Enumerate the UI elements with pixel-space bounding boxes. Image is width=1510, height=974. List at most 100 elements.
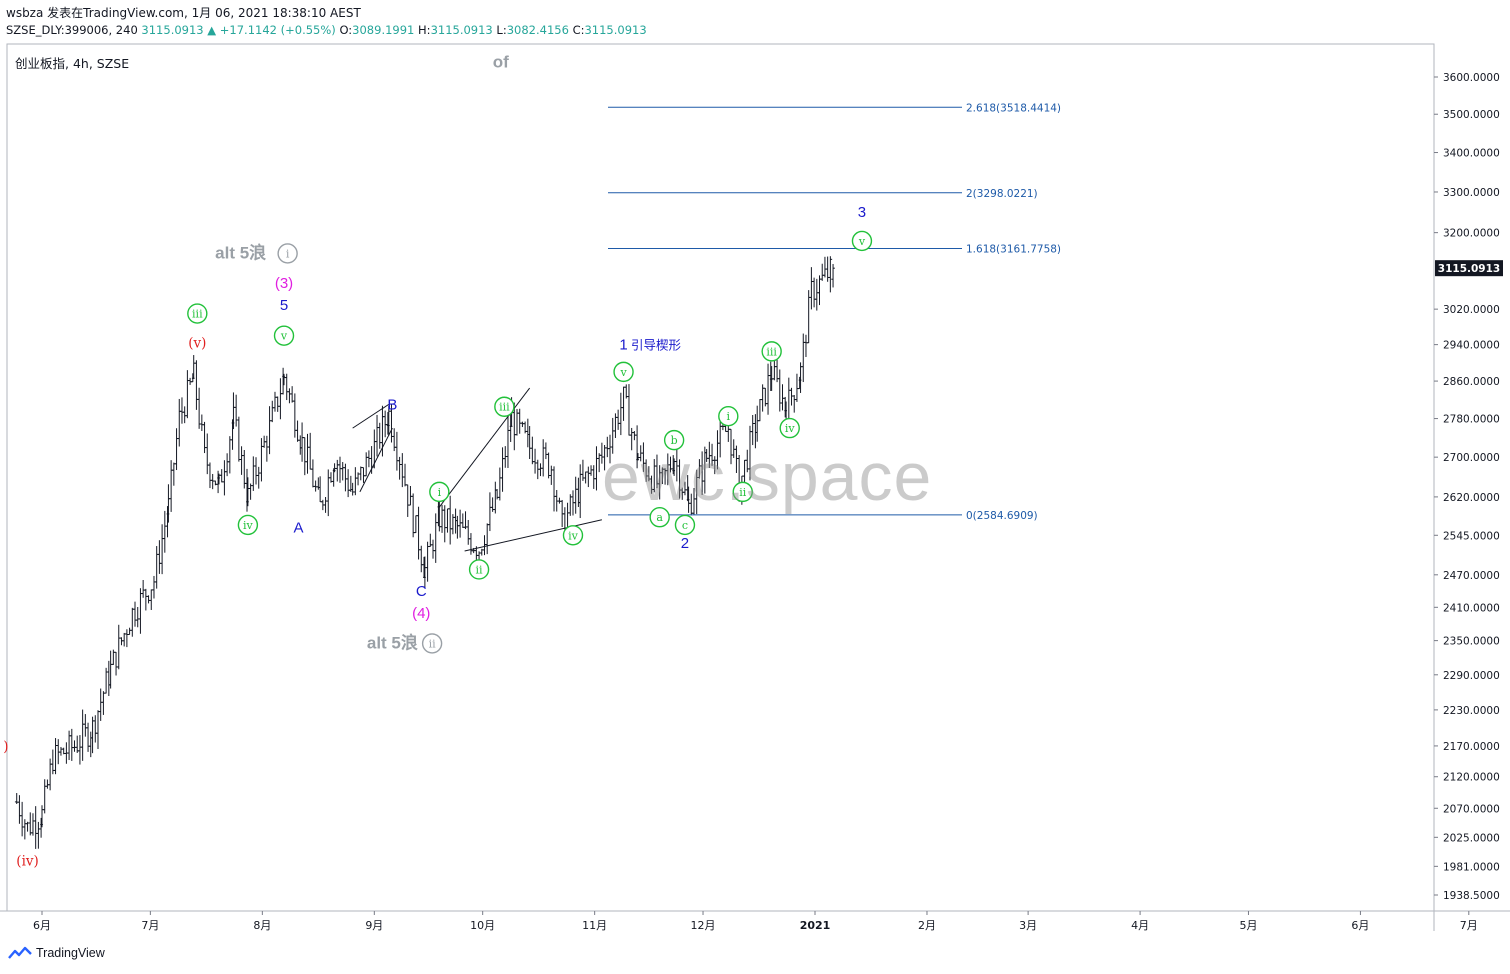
ohlc-bar bbox=[619, 392, 623, 436]
ohlc-bar bbox=[308, 432, 313, 470]
ohlc-bar bbox=[780, 384, 785, 411]
ticker: SZSE_DLY:399006, 240 bbox=[6, 23, 138, 37]
ohlc-bar bbox=[552, 466, 556, 512]
low-label: L: bbox=[496, 23, 507, 37]
ohlc-bar bbox=[127, 627, 132, 636]
ohlc-bar bbox=[298, 435, 303, 455]
wave-label: 3 bbox=[858, 204, 866, 221]
wave-label-circle: iii bbox=[187, 303, 208, 324]
ohlc-bar bbox=[326, 469, 331, 517]
publish-info: wsbza 发表在TradingView.com, 1月 06, 2021 18… bbox=[6, 6, 361, 20]
ohlc-bar bbox=[828, 256, 833, 293]
ohlc-bar bbox=[403, 463, 407, 487]
wave-label: v bbox=[858, 235, 866, 248]
wave-label: iv bbox=[568, 529, 579, 542]
wave-label-circle: v bbox=[273, 325, 295, 346]
last-price-badge: 3115.0913 bbox=[1435, 260, 1503, 277]
ohlc-bar bbox=[433, 513, 438, 563]
ohlc-bar bbox=[343, 463, 348, 492]
ohlc-bar bbox=[239, 446, 244, 475]
wave-label-circle: ii bbox=[468, 559, 490, 580]
ohlc-bar bbox=[305, 433, 310, 474]
wave-label: i bbox=[438, 486, 442, 499]
y-tick-label: 2545.0000 bbox=[1443, 530, 1500, 542]
ohlc-bar bbox=[267, 406, 272, 455]
ohlc-bar bbox=[284, 373, 289, 401]
ohlc-bar bbox=[361, 467, 366, 483]
ohlc-bar bbox=[777, 369, 782, 412]
ohlc-bar bbox=[116, 624, 121, 670]
ohlc-bar bbox=[416, 506, 421, 560]
ohlc-bar bbox=[455, 515, 460, 539]
ohlc-bar bbox=[205, 433, 210, 475]
ohlc-bar bbox=[259, 438, 264, 482]
ohlc-bar bbox=[500, 447, 505, 492]
ohlc-bar bbox=[96, 710, 100, 750]
ohlc-bar bbox=[80, 709, 85, 761]
ohlc-bar bbox=[53, 738, 58, 775]
ohlc-bar bbox=[377, 422, 382, 449]
x-tick-label: 3月 bbox=[1019, 919, 1037, 932]
ohlc-bar bbox=[185, 370, 190, 419]
wave-label: v bbox=[619, 366, 627, 379]
ohlc-bar bbox=[72, 740, 77, 752]
y-tick-label: 2470.0000 bbox=[1443, 570, 1500, 582]
ohlc-bar bbox=[350, 482, 355, 496]
ohlc-bar bbox=[122, 632, 126, 647]
ohlc-bar bbox=[831, 263, 835, 288]
fib-level-label: 2.618(3518.4414) bbox=[966, 102, 1061, 114]
ohlc-bar bbox=[546, 452, 551, 479]
ohlc-bar bbox=[200, 414, 204, 432]
ohlc-bar bbox=[228, 436, 232, 474]
wave-label: alt 5浪 bbox=[367, 632, 418, 652]
ohlc-bar bbox=[405, 484, 410, 517]
ohlc-bar bbox=[254, 457, 258, 485]
ohlc-bar bbox=[591, 465, 596, 489]
ohlc-bar bbox=[157, 540, 162, 574]
ohlc-bar bbox=[458, 509, 462, 538]
ohlc-bar bbox=[383, 410, 387, 438]
ohlc-bar bbox=[146, 595, 151, 604]
wave-label: 2 bbox=[681, 535, 689, 552]
ohlc-bar bbox=[526, 418, 530, 448]
ohlc-bar bbox=[152, 575, 156, 599]
ohlc-bar bbox=[353, 467, 358, 496]
x-tick-label: 8月 bbox=[253, 919, 271, 932]
ohlc-bar bbox=[59, 746, 63, 756]
ohlc-bar bbox=[332, 463, 337, 473]
ohlc-bar bbox=[411, 493, 415, 538]
y-tick-label: 2230.0000 bbox=[1443, 705, 1500, 717]
ohlc-bar bbox=[135, 606, 140, 628]
wave-label: b bbox=[671, 434, 678, 447]
ohlc-bar bbox=[340, 462, 345, 481]
ohlc-bar bbox=[311, 459, 315, 488]
x-tick-label: 7月 bbox=[1460, 919, 1478, 932]
trendline bbox=[438, 387, 531, 508]
ohlc-bar bbox=[520, 421, 525, 428]
wave-label: 1 bbox=[619, 337, 627, 354]
ohlc-bar bbox=[28, 812, 33, 836]
fib-level-label: 1.618(3161.7758) bbox=[966, 244, 1061, 256]
ohlc-bar bbox=[98, 688, 103, 721]
wave-label: 5 bbox=[280, 297, 288, 314]
ohlc-bar bbox=[589, 465, 593, 476]
wave-label: (3) bbox=[275, 275, 293, 292]
ohlc-bar bbox=[461, 513, 465, 528]
ohlc-bar bbox=[758, 399, 762, 422]
ohlc-bar bbox=[242, 449, 247, 489]
ohlc-bar bbox=[594, 446, 599, 491]
ohlc-bar bbox=[431, 539, 435, 559]
ohlc-bar bbox=[182, 406, 187, 424]
ohlc-bar bbox=[586, 466, 591, 488]
fib-level-label: 2(3298.0221) bbox=[966, 188, 1038, 200]
ohlc-bar bbox=[527, 426, 532, 460]
trendline bbox=[464, 519, 602, 552]
wave-label-circle: v bbox=[613, 361, 634, 383]
ohlc-bar bbox=[275, 396, 280, 412]
wave-label: iii bbox=[192, 308, 203, 321]
ohlc-bar bbox=[48, 758, 52, 791]
tradingview-footer[interactable]: TradingView bbox=[8, 946, 105, 960]
ohlc-bar bbox=[88, 731, 93, 758]
wave-label: ) bbox=[3, 739, 8, 755]
